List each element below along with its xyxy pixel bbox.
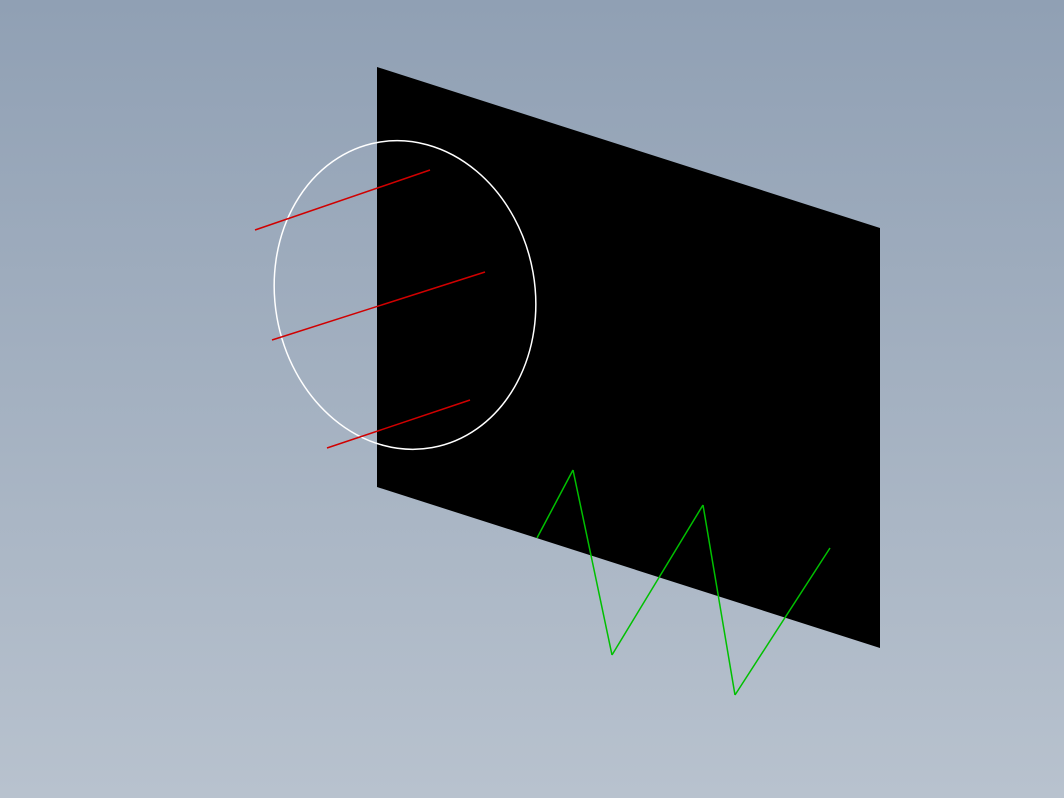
scene-svg	[0, 0, 1064, 798]
cad-viewport[interactable]	[0, 0, 1064, 798]
